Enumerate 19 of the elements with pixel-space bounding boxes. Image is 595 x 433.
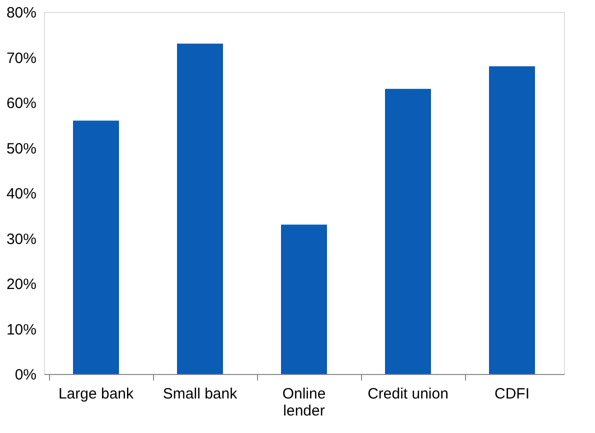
y-tick-label: 0% (14, 366, 36, 384)
x-tick-label: Online lender (282, 386, 326, 420)
y-tick-label: 60% (6, 95, 36, 112)
y-tick-label: 70% (6, 50, 36, 67)
bar (489, 66, 535, 374)
y-tick-label: 10% (6, 321, 36, 338)
x-tick-label: Credit union (368, 386, 448, 402)
x-tick-label: Small bank (162, 386, 238, 402)
y-tick-label: 40% (6, 186, 36, 202)
y-tick-label: 50% (6, 140, 36, 158)
y-tick-label: 30% (6, 230, 36, 248)
bar (73, 120, 119, 374)
y-tick-label: 80% (6, 4, 36, 22)
y-tick-label: 20% (6, 276, 36, 293)
bar (385, 88, 431, 374)
x-tick-label: Large bank (58, 386, 134, 402)
bar (281, 224, 327, 374)
bar (177, 44, 223, 374)
x-tick-label: CDFI (494, 386, 530, 402)
